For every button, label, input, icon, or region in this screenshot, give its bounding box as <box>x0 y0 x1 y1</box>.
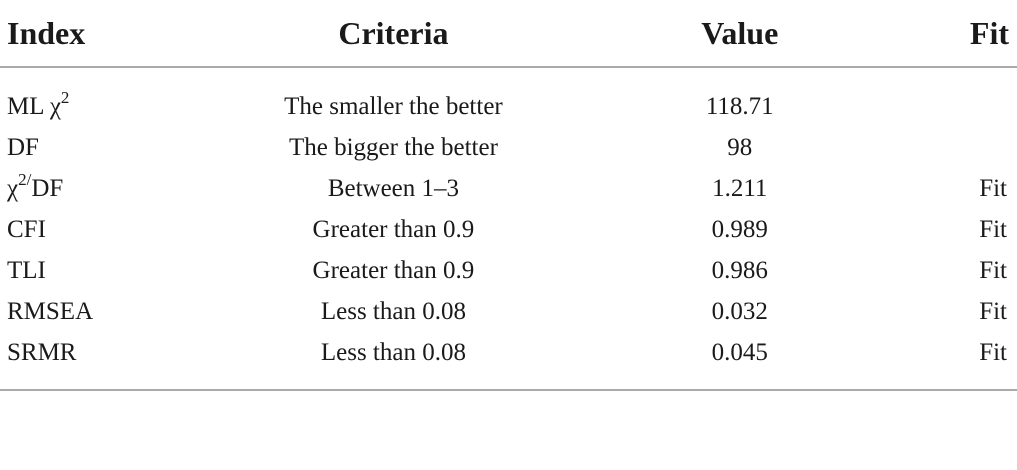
header-fit: Fit <box>888 0 1017 68</box>
index-superscript: 2 <box>60 87 70 107</box>
table-row: ML χ2 The smaller the better 118.71 <box>0 67 1017 127</box>
cell-value: 98 <box>727 133 753 161</box>
cell-index: CFI <box>0 209 196 250</box>
cell-value: 118.71 <box>705 92 774 120</box>
cell-index: RMSEA <box>0 291 196 332</box>
index-base: ML χ <box>7 92 61 120</box>
cell-fit: Fit <box>979 297 1007 325</box>
fit-indices-table: Index Criteria Value Fit ML χ2 The small… <box>0 0 1017 391</box>
cell-criteria: The bigger the better <box>288 133 498 161</box>
cell-index: χ2/DF <box>0 168 196 209</box>
cell-fit: Fit <box>888 332 1017 391</box>
index-base: CFI <box>7 215 46 243</box>
index-superscript: 2/ <box>18 169 32 189</box>
header-index: Index <box>0 0 196 68</box>
table-row: CFI Greater than 0.9 0.989 Fit <box>0 209 1017 250</box>
cell-fit: Fit <box>979 215 1007 243</box>
cell-index: DF <box>0 127 196 168</box>
cell-criteria: Greater than 0.9 <box>312 215 475 243</box>
cell-criteria: Less than 0.08 <box>320 297 466 325</box>
cell-index: TLI <box>0 250 196 291</box>
cell-value: 1.211 <box>712 174 768 202</box>
index-base: RMSEA <box>7 297 94 325</box>
table-row: TLI Greater than 0.9 0.986 Fit <box>0 250 1017 291</box>
cell-value: 0.986 <box>711 256 768 284</box>
header-criteria: Criteria <box>195 0 592 68</box>
index-base: DF <box>7 133 39 161</box>
cell-criteria: Greater than 0.9 <box>312 256 475 284</box>
cell-criteria: Between 1–3 <box>327 174 460 202</box>
table-row: RMSEA Less than 0.08 0.032 Fit <box>0 291 1017 332</box>
cell-fit <box>888 67 1017 127</box>
cell-value: 0.989 <box>711 215 768 243</box>
header-row: Index Criteria Value Fit <box>0 0 1017 68</box>
table-header: Index Criteria Value Fit <box>0 0 1017 68</box>
index-base: TLI <box>7 256 46 284</box>
table-row: χ2/DF Between 1–3 1.211 Fit <box>0 168 1017 209</box>
cell-fit: Fit <box>979 256 1007 284</box>
index-tail: DF <box>31 174 64 202</box>
cell-criteria: Less than 0.08 <box>195 332 592 391</box>
cell-value: 0.045 <box>591 332 889 391</box>
cell-criteria: The smaller the better <box>284 92 503 120</box>
header-value: Value <box>591 0 889 68</box>
cell-value: 0.032 <box>711 297 768 325</box>
index-base: χ <box>7 174 19 202</box>
table-row: SRMR Less than 0.08 0.045 Fit <box>0 332 1017 391</box>
table-body: ML χ2 The smaller the better 118.71 DF T… <box>0 67 1017 391</box>
cell-fit <box>888 127 1017 168</box>
cell-fit: Fit <box>979 174 1007 202</box>
table-row: DF The bigger the better 98 <box>0 127 1017 168</box>
index-base: SRMR <box>7 338 77 366</box>
cell-index: SRMR <box>0 332 196 391</box>
cell-index: ML χ2 <box>0 67 196 127</box>
